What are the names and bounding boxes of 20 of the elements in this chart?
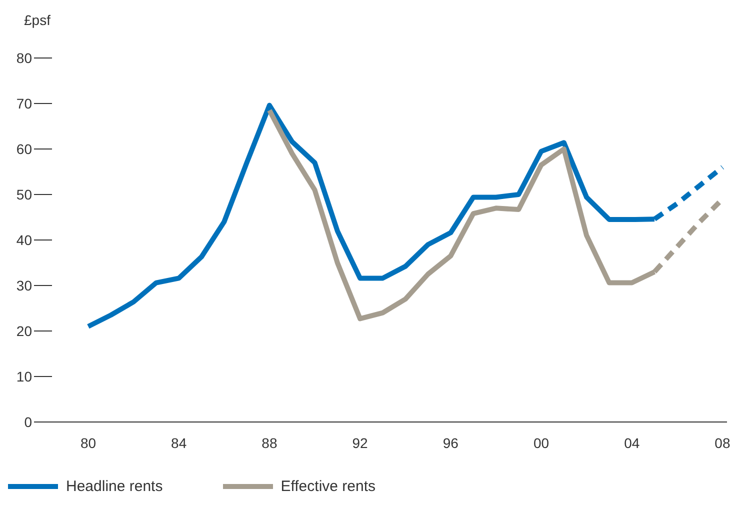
y-tick-label: 40 [16,232,32,248]
y-tick-label: 0 [24,414,32,430]
x-tick-label: 88 [262,434,278,451]
y-tick-label: 20 [16,322,32,339]
x-tick-label: 08 [714,434,730,451]
legend-label: Effective rents [280,478,376,495]
x-tick-label: 80 [80,434,96,451]
y-tick-label: 70 [16,95,32,112]
y-tick-label: 30 [16,277,32,294]
y-tick-label: 10 [16,368,32,384]
x-tick-label: 04 [624,434,640,451]
x-tick-label: 84 [171,434,187,451]
legend-label: Headline rents [66,478,163,495]
y-axis-title: £psf [24,12,50,28]
x-tick-label: 96 [442,434,459,451]
y-tick-label: 50 [16,186,32,202]
x-tick-label: 92 [352,434,368,451]
y-tick-label: 80 [16,50,32,66]
y-tick-label: 60 [16,140,32,157]
x-tick-label: 00 [533,434,550,451]
